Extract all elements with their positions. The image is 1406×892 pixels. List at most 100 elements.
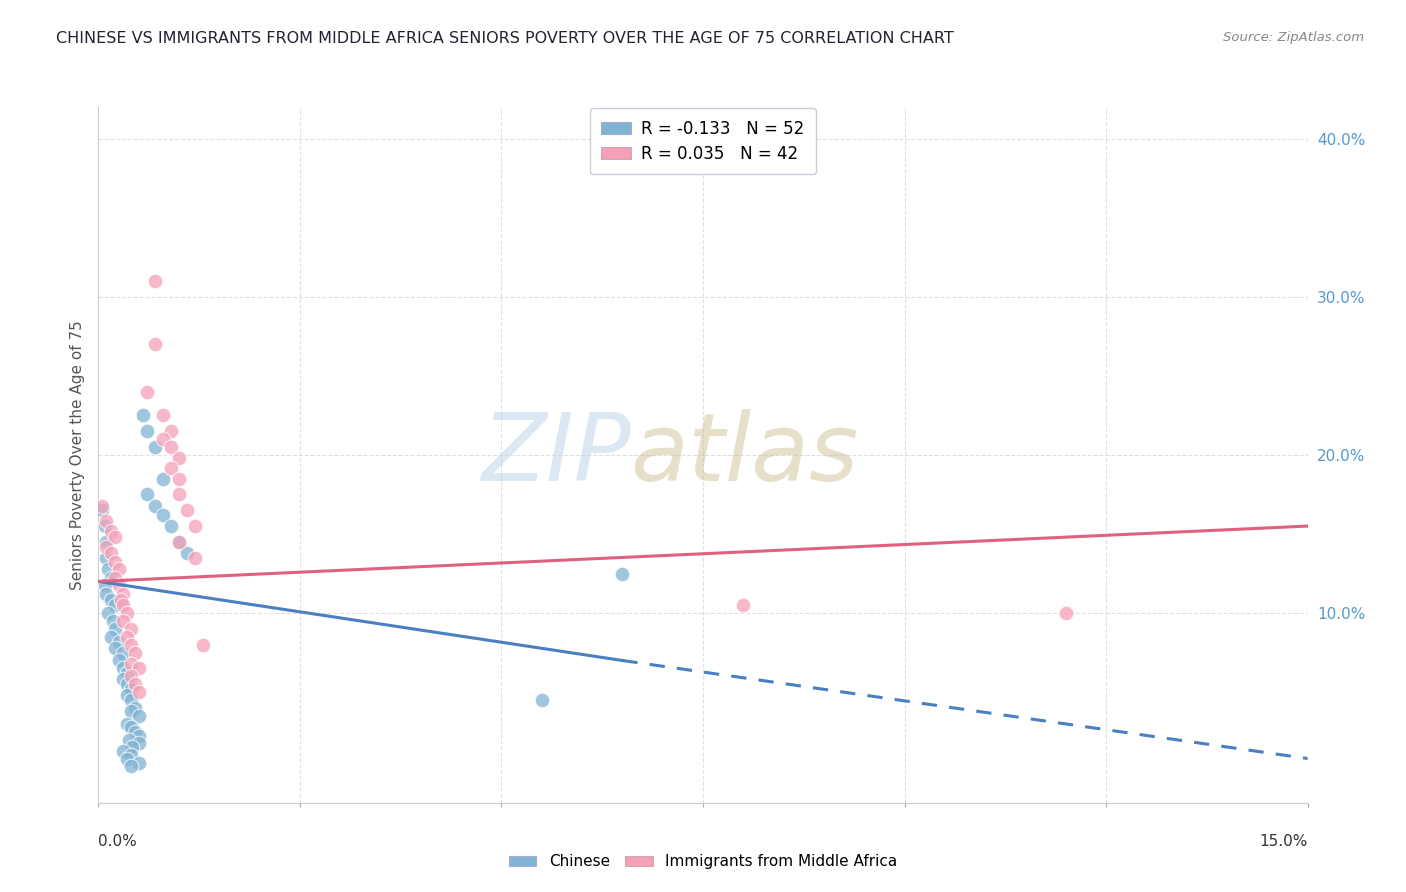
Point [128,708,150,723]
Point [124,646,146,660]
Point [167,534,190,549]
Text: atlas: atlas [630,409,859,500]
Point [111,744,134,758]
Point [733,598,755,612]
Point [111,646,134,660]
Point [120,720,142,734]
Point [115,751,138,765]
Point [120,693,142,707]
Point [115,630,138,644]
Point [115,688,138,702]
Point [115,606,138,620]
Point [143,337,166,351]
Point [103,571,125,585]
Text: ZIP: ZIP [481,409,630,500]
Point [530,693,553,707]
Point [124,724,146,739]
Text: 0.0%: 0.0% [98,834,138,849]
Point [143,440,166,454]
Point [120,622,142,636]
Point [96,587,118,601]
Point [115,716,138,731]
Point [128,756,150,771]
Point [115,666,138,681]
Point [111,598,134,612]
Point [184,550,207,565]
Point [111,661,134,675]
Point [152,508,174,522]
Point [94,519,117,533]
Point [124,677,146,691]
Point [111,614,134,628]
Point [97,562,120,576]
Text: CHINESE VS IMMIGRANTS FROM MIDDLE AFRICA SENIORS POVERTY OVER THE AGE OF 75 CORR: CHINESE VS IMMIGRANTS FROM MIDDLE AFRICA… [56,31,955,46]
Point [1054,606,1077,620]
Point [100,630,122,644]
Point [103,556,125,570]
Point [110,593,132,607]
Point [91,503,114,517]
Point [96,550,118,565]
Point [152,409,174,423]
Point [121,740,143,755]
Legend: Chinese, Immigrants from Middle Africa: Chinese, Immigrants from Middle Africa [503,848,903,875]
Point [128,730,150,744]
Point [96,540,118,554]
Point [128,736,150,750]
Point [160,460,183,475]
Y-axis label: Seniors Poverty Over the Age of 75: Seniors Poverty Over the Age of 75 [69,320,84,590]
Point [193,638,215,652]
Point [107,653,129,667]
Point [111,587,134,601]
Point [103,598,125,612]
Point [103,530,125,544]
Point [111,673,134,687]
Point [184,519,207,533]
Point [120,759,142,773]
Point [118,732,141,747]
Point [124,701,146,715]
Point [176,546,198,560]
Point [107,577,129,591]
Point [94,577,117,591]
Point [152,472,174,486]
Point [135,487,157,501]
Point [160,519,183,533]
Point [132,409,155,423]
Point [96,514,118,528]
Point [103,640,125,655]
Point [120,704,142,718]
Point [120,681,142,696]
Text: 15.0%: 15.0% [1260,834,1308,849]
Point [128,685,150,699]
Text: Source: ZipAtlas.com: Source: ZipAtlas.com [1223,31,1364,45]
Point [96,534,118,549]
Point [135,424,157,438]
Point [107,562,129,576]
Point [160,440,183,454]
Point [107,634,129,648]
Point [115,677,138,691]
Point [100,593,122,607]
Point [91,499,114,513]
Point [128,661,150,675]
Point [167,487,190,501]
Point [152,432,174,446]
Point [103,622,125,636]
Point [120,669,142,683]
Point [101,614,124,628]
Legend: R = -0.133   N = 52, R = 0.035   N = 42: R = -0.133 N = 52, R = 0.035 N = 42 [589,109,817,175]
Point [167,451,190,466]
Point [612,566,634,581]
Point [167,534,190,549]
Point [100,546,122,560]
Point [100,571,122,585]
Point [97,606,120,620]
Point [160,424,183,438]
Point [135,384,157,399]
Point [120,638,142,652]
Point [100,524,122,538]
Point [120,748,142,763]
Point [120,657,142,671]
Point [167,472,190,486]
